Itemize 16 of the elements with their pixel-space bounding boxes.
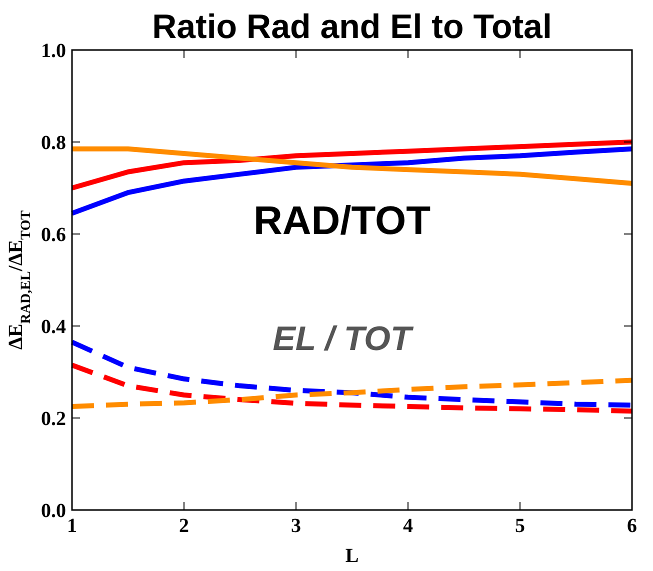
annotation: EL / TOT [272,320,414,358]
annotation: RAD/TOT [253,199,431,243]
x-tick-label: 4 [403,515,413,537]
x-tick-label: 6 [627,515,637,537]
x-tick-label: 2 [179,515,189,537]
y-tick-label: 0.6 [41,224,66,246]
y-tick-label: 0.2 [41,408,66,430]
y-tick-label: 0.4 [41,316,66,338]
y-tick-label: 0.8 [41,132,66,154]
x-tick-label: 1 [67,515,77,537]
x-tick-label: 5 [515,515,525,537]
chart-title: Ratio Rad and El to Total [152,8,552,46]
y-tick-label: 0.0 [41,500,66,522]
x-axis-title: L [345,545,359,567]
x-tick-label: 3 [291,515,301,537]
y-tick-label: 1.0 [41,40,66,62]
